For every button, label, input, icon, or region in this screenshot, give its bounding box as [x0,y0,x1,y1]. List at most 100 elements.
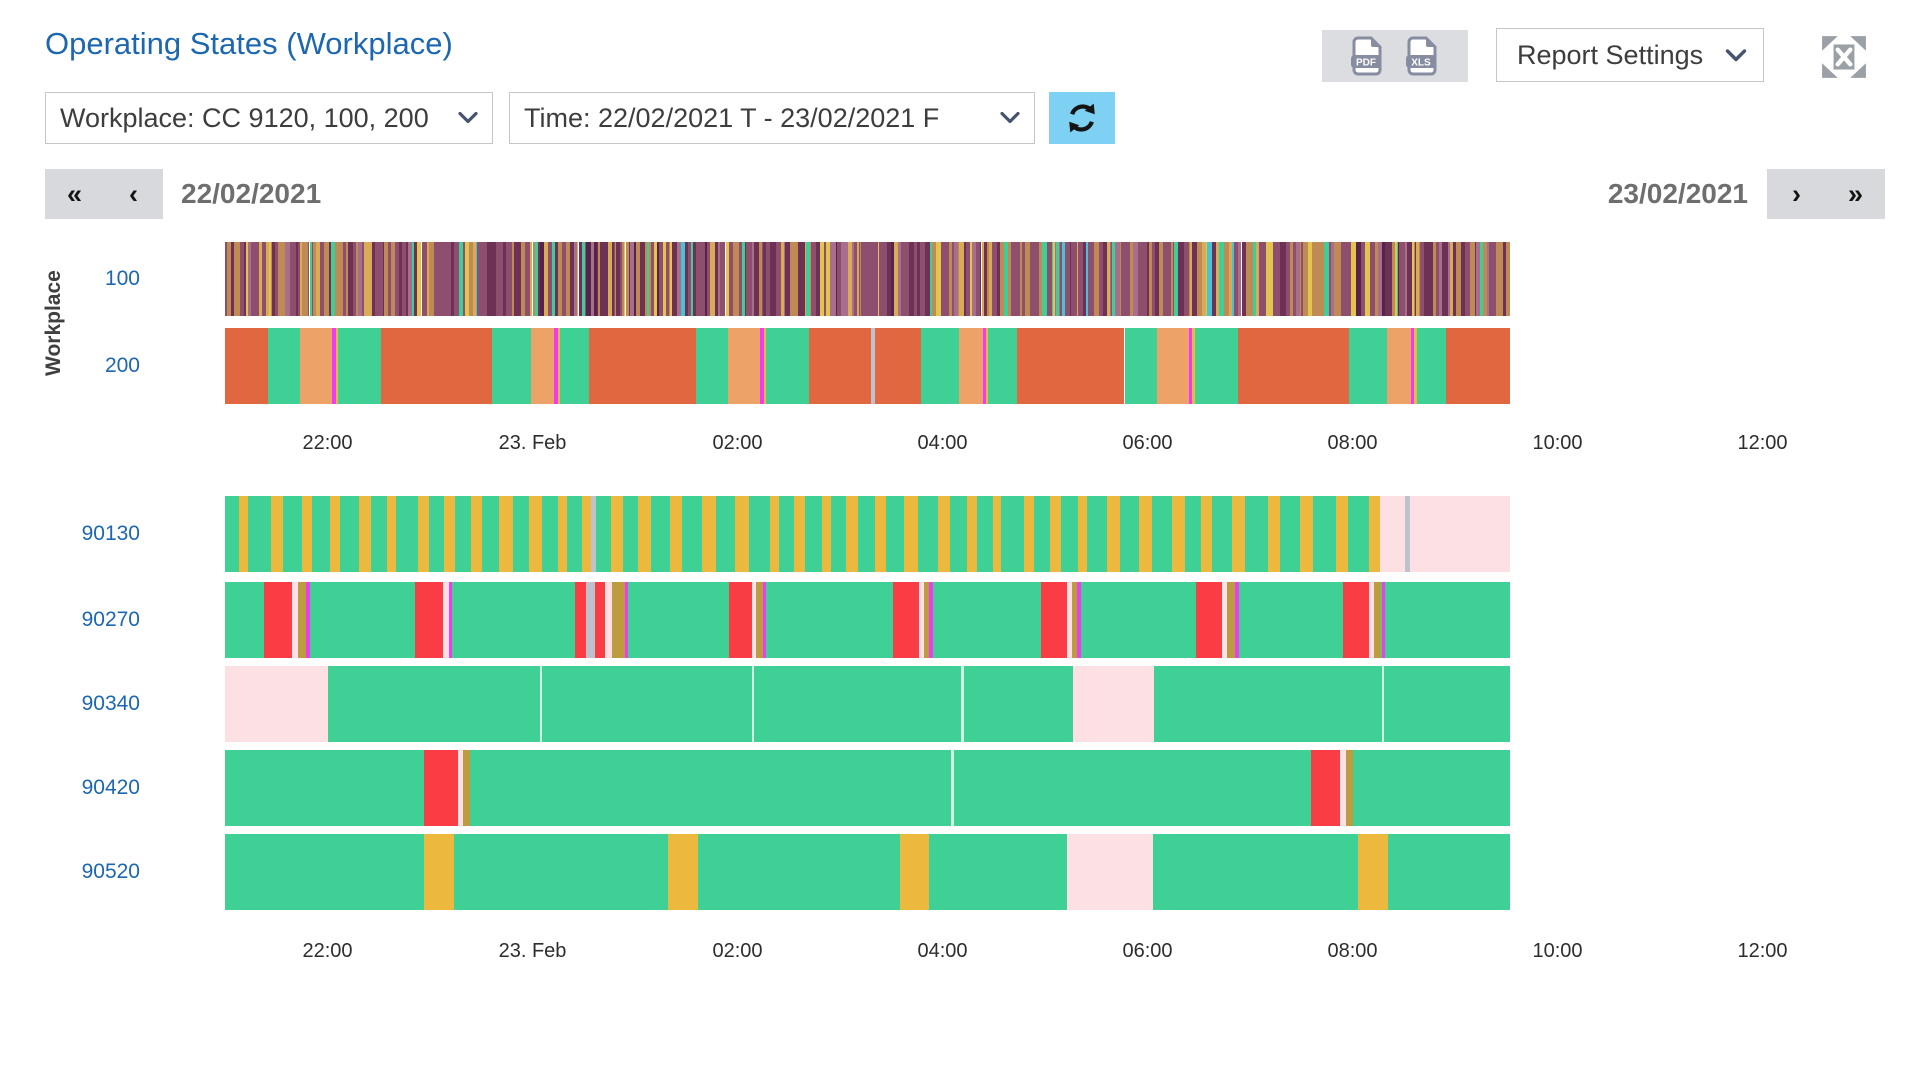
state-segment[interactable] [967,496,978,572]
state-segment[interactable] [623,242,626,316]
state-segment[interactable] [1245,242,1249,316]
state-segment[interactable] [929,582,934,658]
state-segment[interactable] [811,242,817,316]
state-segment[interactable] [1040,582,1067,658]
state-segment[interactable] [462,750,471,826]
state-segment[interactable] [770,496,779,572]
state-segment[interactable] [298,242,301,316]
state-segment[interactable] [414,242,417,316]
state-segment[interactable] [791,242,794,316]
state-segment[interactable] [681,496,703,572]
state-segment[interactable] [1196,582,1223,658]
state-segment[interactable] [1447,242,1451,316]
state-segment[interactable] [837,242,841,316]
state-segment[interactable] [1211,242,1216,316]
state-segment[interactable] [605,582,612,658]
state-segment[interactable] [1030,242,1035,316]
state-segment[interactable] [270,242,272,316]
state-segment[interactable] [681,242,686,316]
state-segment[interactable] [805,242,810,316]
state-segment[interactable] [1350,242,1356,316]
state-segment[interactable] [852,242,854,316]
nav-last-button[interactable]: » [1826,169,1885,219]
state-segment[interactable] [274,242,277,316]
state-segment[interactable] [415,582,444,658]
state-segment[interactable] [254,242,257,316]
state-segment[interactable] [443,582,449,658]
state-segment[interactable] [1385,242,1390,316]
state-segment[interactable] [335,328,339,404]
collapse-widget-icon[interactable] [1820,34,1868,80]
state-segment[interactable] [590,242,595,316]
state-segment[interactable] [1183,242,1189,316]
state-segment[interactable] [1073,666,1155,742]
state-segment[interactable] [1413,242,1416,316]
state-segment[interactable] [1303,242,1309,316]
state-segment[interactable] [651,242,654,316]
state-segment[interactable] [1411,328,1415,404]
state-segment[interactable] [765,242,770,316]
state-segment[interactable] [309,242,312,316]
state-segment[interactable] [1491,242,1494,316]
state-segment[interactable] [428,496,445,572]
state-segment[interactable] [607,242,613,316]
state-segment[interactable] [966,242,971,316]
state-segment[interactable] [714,242,719,316]
state-segment[interactable] [668,242,670,316]
state-segment[interactable] [582,496,592,572]
state-segment[interactable] [417,496,429,572]
state-segment[interactable] [898,242,901,316]
state-segment[interactable] [853,242,858,316]
state-segment[interactable] [313,242,317,316]
state-segment[interactable] [399,242,402,316]
state-segment[interactable] [899,834,930,910]
state-segment[interactable] [1120,242,1126,316]
state-segment[interactable] [723,242,726,316]
state-segment[interactable] [847,242,853,316]
state-segment[interactable] [1138,242,1143,316]
state-segment[interactable] [541,496,558,572]
state-segment[interactable] [1130,242,1134,316]
state-segment[interactable] [519,242,521,316]
state-segment[interactable] [1139,496,1153,572]
state-segment[interactable] [870,242,875,316]
state-segment[interactable] [924,242,930,316]
state-segment[interactable] [492,328,531,404]
state-segment[interactable] [566,496,583,572]
state-segment[interactable] [959,328,983,404]
state-segment[interactable] [1000,242,1004,316]
report-settings-dropdown[interactable]: Report Settings [1496,28,1764,82]
state-segment[interactable] [653,328,697,404]
state-segment[interactable] [1274,242,1277,316]
row-label-90130[interactable]: 90130 [81,522,140,545]
state-segment[interactable] [1441,242,1446,316]
state-segment[interactable] [448,582,453,658]
state-segment[interactable] [1360,242,1366,316]
state-segment[interactable] [469,242,473,316]
state-segment[interactable] [816,242,820,316]
state-segment[interactable] [374,242,379,316]
state-segment[interactable] [528,496,542,572]
state-segment[interactable] [426,242,430,316]
state-segment[interactable] [362,242,364,316]
timeline-bar-90420[interactable] [225,750,1510,826]
state-segment[interactable] [649,242,652,316]
state-segment[interactable] [996,242,1001,316]
state-segment[interactable] [1496,242,1500,316]
row-label-100[interactable]: 100 [104,267,140,290]
state-segment[interactable] [749,242,753,316]
state-segment[interactable] [763,328,767,404]
state-segment[interactable] [594,242,597,316]
state-segment[interactable] [540,242,545,316]
state-segment[interactable] [1233,242,1238,316]
state-segment[interactable] [295,242,297,316]
state-segment[interactable] [1405,242,1407,316]
row-label-200[interactable]: 200 [104,354,140,377]
state-segment[interactable] [1377,242,1382,316]
state-segment[interactable] [1025,242,1030,316]
state-segment[interactable] [825,242,830,316]
state-segment[interactable] [623,496,638,572]
state-segment[interactable] [293,242,295,316]
state-segment[interactable] [1342,582,1369,658]
state-segment[interactable] [1375,242,1378,316]
